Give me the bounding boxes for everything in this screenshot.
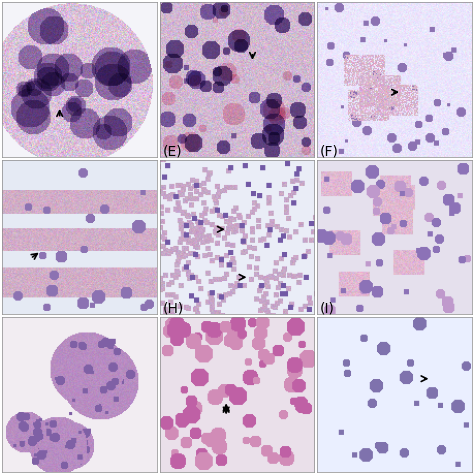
- Text: (H): (H): [163, 301, 184, 315]
- Text: (F): (F): [320, 144, 339, 158]
- Text: (I): (I): [320, 301, 335, 315]
- Text: (E): (E): [163, 144, 182, 158]
- Text: (C): (C): [320, 0, 340, 1]
- Text: (B): (B): [163, 0, 183, 1]
